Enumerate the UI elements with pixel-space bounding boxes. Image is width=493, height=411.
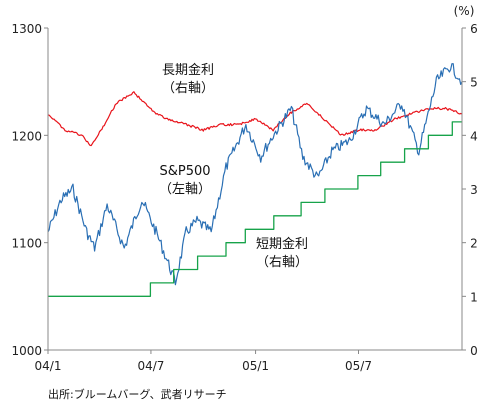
axis-layer: 1000 1100 1200 1300 0 1 2 3 4 5 6 04/1 04/7 05/1 05/7 (11, 22, 477, 373)
annotation-long-line: 長期金利 (162, 62, 214, 78)
annotation-short-line: （右軸） (256, 255, 308, 270)
series-short-rate-line (48, 121, 462, 297)
annotation-long: 長期金利 （右軸） (162, 62, 214, 96)
annotation-short-line: 短期金利 (256, 236, 308, 252)
annotation-short: 短期金利 （右軸） (256, 236, 308, 270)
x-tick-label: 04/7 (137, 359, 164, 373)
source-note: 出所:ブルームバーグ、武者リサーチ (48, 388, 227, 401)
right-tick-label: 4 (470, 129, 478, 143)
right-axis-unit: (%) (454, 4, 475, 18)
x-tick-label: 05/1 (242, 359, 269, 373)
x-tick-label: 05/7 (345, 359, 372, 373)
left-tick-label: 1100 (11, 237, 42, 251)
annotation-long-line: （右軸） (162, 81, 214, 96)
right-tick-label: 1 (470, 290, 478, 304)
plot-area (48, 28, 462, 350)
left-tick-label: 1200 (11, 129, 42, 143)
annotation-sp500: S&P500 （左軸） (159, 164, 211, 197)
annotation-layer: 長期金利 （右軸） S&P500 （左軸） 短期金利 （右軸） (159, 62, 308, 270)
annotation-sp500-line: S&P500 (159, 164, 210, 179)
left-tick-label: 1300 (11, 22, 42, 36)
annotation-sp500-line: （左軸） (159, 182, 211, 197)
left-tick-label: 1000 (11, 344, 42, 358)
series-layer (47, 63, 463, 297)
right-tick-label: 5 (470, 76, 478, 90)
right-tick-label: 6 (470, 22, 478, 36)
right-tick-label: 2 (470, 237, 478, 251)
right-tick-label: 3 (470, 183, 478, 197)
x-tick-label: 04/1 (35, 359, 62, 373)
series-long-rate-line (47, 91, 463, 147)
right-tick-label: 0 (470, 344, 478, 358)
series-sp500-line (47, 63, 463, 286)
